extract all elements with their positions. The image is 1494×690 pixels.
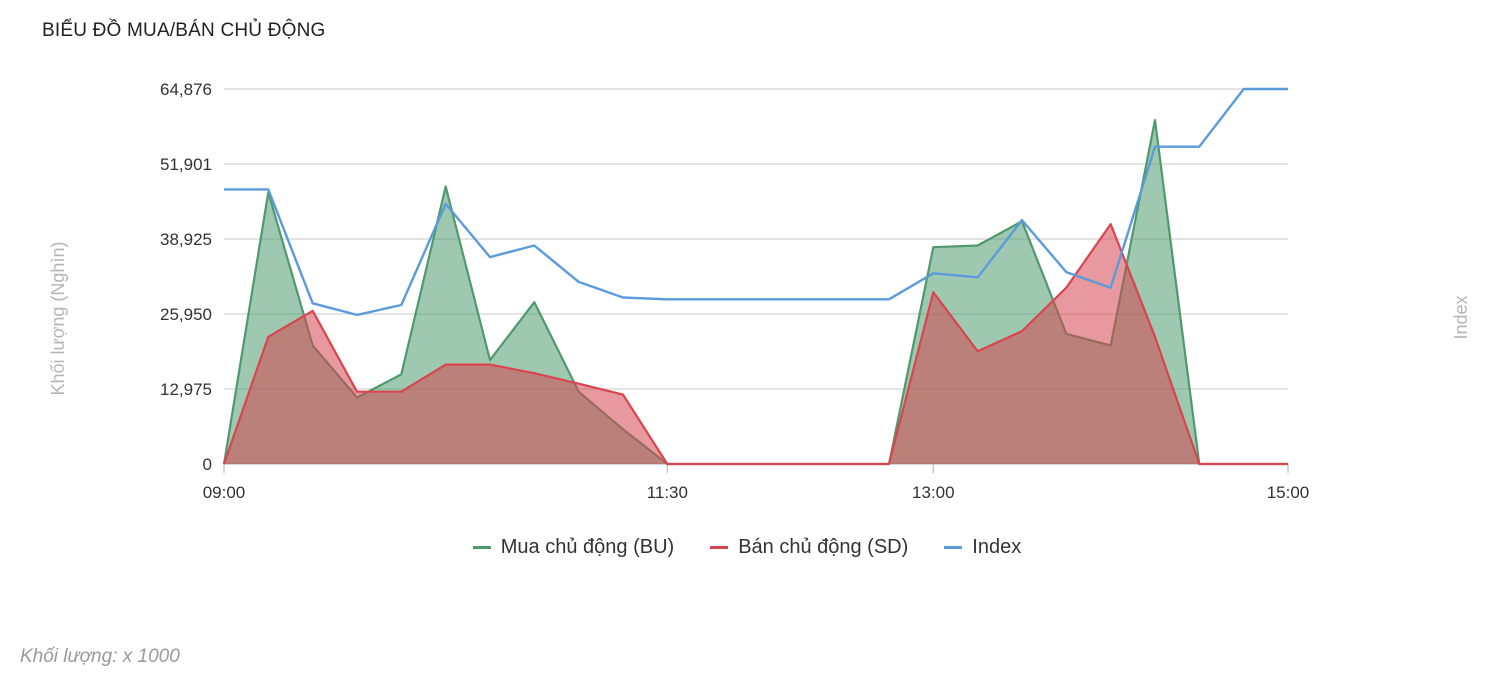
legend-label-sd: Bán chủ động (SD) [738,536,909,558]
x-tick-label: 09:00 [203,483,246,502]
legend: Mua chủ động (BU) Bán chủ động (SD) Inde… [0,536,1494,559]
y-tick-label: 51,901 [160,155,212,174]
legend-item-index[interactable]: Index [944,536,1021,559]
chart-svg: 0 12,975 25,950 38,925 51,901 64,876 09:00 11:3… [48,80,1471,502]
legend-swatch-bu [472,546,491,549]
legend-label-bu: Mua chủ động (BU) [500,536,675,558]
y-tick-label: 0 [203,455,212,474]
x-tick-label: 11:30 [647,483,688,502]
y-tick-label: 38,925 [160,230,212,249]
x-tick-label: 13:00 [912,483,955,502]
chart-area: 0 12,975 25,950 38,925 51,901 64,876 09:00 11:3… [48,80,1471,502]
y2-axis-title: Index [1451,295,1471,339]
y-axis-title: Khối lượng (Nghìn) [48,242,68,396]
legend-item-bu[interactable]: Mua chủ động (BU) [472,536,675,559]
y-tick-label: 64,876 [160,80,212,99]
legend-swatch-sd [710,546,729,549]
footnote: Khối lượng: x 1000 [20,646,180,667]
series-line-index [224,87,1288,317]
legend-item-sd[interactable]: Bán chủ động (SD) [710,536,908,559]
series-area-sd [224,224,1288,464]
legend-label-index: Index [972,536,1022,558]
chart-title: BIỂU ĐỒ MUA/BÁN CHỦ ĐỘNG [42,20,326,41]
y-tick-label: 25,950 [160,305,212,324]
y-tick-label: 12,975 [160,380,212,399]
series-line-sd [222,223,1288,466]
legend-swatch-index [944,546,963,549]
x-tick-label: 15:00 [1267,483,1310,502]
